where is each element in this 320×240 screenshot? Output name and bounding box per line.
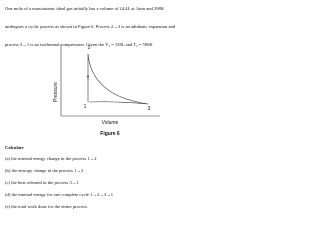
question: (b) the entropy change in the process 1→… (5, 168, 84, 173)
question: (e) the total work done for the entire p… (5, 204, 88, 209)
figure-caption: Figure 6 (100, 131, 120, 137)
paragraph-line: undergoes a cyclic process as shown in F… (5, 24, 176, 29)
x-axis-label: Volume (102, 120, 119, 126)
point-label: 2 (88, 45, 91, 51)
figure: Pressure Volume 1 2 3 Figure 6 (53, 44, 160, 137)
paragraph-line: process 3→1 is an isothermal compression… (5, 42, 153, 47)
process-3-1 (88, 101, 149, 105)
question: (c) the heat released in the process 3→1 (5, 180, 79, 185)
point-label: 3 (148, 106, 151, 112)
question: (a) the internal energy change in the pr… (5, 156, 97, 161)
paragraph-line: One mole of a monoatomic ideal gas initi… (5, 6, 165, 11)
point-label: 1 (84, 104, 87, 110)
heading: Calculate (5, 145, 24, 150)
page: {"problem": {"lines": ["One mole of a mo… (5, 6, 176, 209)
y-axis-label: Pressure (53, 82, 59, 102)
process-2-3 (87, 53, 149, 105)
question: (d) the internal energy for one complete… (5, 192, 114, 197)
